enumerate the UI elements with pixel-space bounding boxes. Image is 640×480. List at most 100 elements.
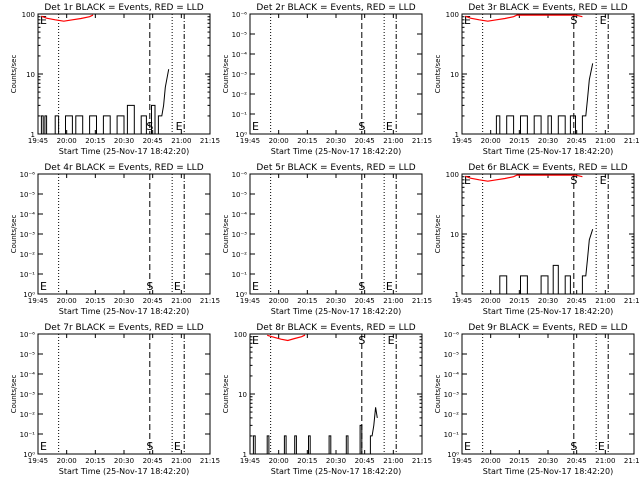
x-tick-label: 21:00: [171, 137, 191, 145]
x-tick-label: 21:00: [171, 297, 191, 305]
y-tick-label: 10⁰: [23, 451, 35, 459]
x-tick-label: 21:15: [412, 137, 432, 145]
edge-marker: E: [464, 174, 471, 187]
x-tick-label: 19:45: [452, 297, 472, 305]
x-tick-label: 20:15: [509, 297, 529, 305]
y-tick-label: 10: [238, 391, 247, 399]
y-axis-label: Counts/sec: [222, 215, 230, 254]
panel-det-3r: Det 3r BLACK = Events, RED = LLD Counts/s…: [434, 3, 640, 156]
edge-marker: E: [40, 280, 47, 293]
x-tick-label: 21:00: [383, 297, 403, 305]
panel-title: Det 4r BLACK = Events, RED = LLD: [44, 163, 203, 173]
marker-e: E: [600, 174, 607, 187]
x-tick-label: 20:15: [297, 457, 317, 465]
x-tick-label: 20:00: [481, 137, 501, 145]
x-axis-label: Start Time (25-Nov-17 18:42:20): [59, 467, 189, 476]
y-tick-label: 10⁻⁴: [444, 371, 460, 379]
y-tick-label: 10: [26, 71, 35, 79]
y-tick-label: 100: [446, 11, 459, 19]
x-axis-label: Start Time (25-Nov-17 18:42:20): [483, 467, 613, 476]
x-tick-label: 19:45: [240, 457, 260, 465]
marker-e: E: [600, 14, 607, 27]
x-tick-label: 20:00: [481, 297, 501, 305]
y-axis-label: Counts/sec: [10, 215, 18, 254]
y-tick-label: 10⁻³: [232, 71, 248, 79]
y-tick-label: 10⁰: [235, 291, 247, 299]
x-tick-label: 20:00: [481, 457, 501, 465]
x-tick-label: 21:15: [200, 457, 220, 465]
x-tick-label: 20:15: [509, 457, 529, 465]
y-tick-label: 1: [31, 131, 35, 139]
x-tick-label: 20:30: [326, 457, 346, 465]
x-tick-label: 21:00: [383, 137, 403, 145]
y-tick-label: 10⁻²: [232, 251, 248, 259]
x-tick-label: 19:45: [452, 137, 472, 145]
x-tick-label: 20:00: [57, 297, 77, 305]
x-tick-label: 21:00: [171, 457, 191, 465]
lld-series-line: [41, 14, 94, 22]
marker-e: E: [598, 440, 605, 453]
y-tick-label: 10⁻²: [232, 91, 248, 99]
edge-marker: E: [464, 14, 471, 27]
y-axis-label: Counts/sec: [10, 375, 18, 414]
x-tick-label: 20:45: [355, 457, 375, 465]
y-tick-label: 10⁻⁴: [20, 371, 36, 379]
y-axis-label: Counts/sec: [434, 215, 442, 254]
y-tick-label: 10⁻⁵: [20, 191, 36, 199]
y-tick-label: 100: [234, 331, 247, 339]
y-tick-label: 10⁻²: [444, 411, 460, 419]
events-series-line: [495, 63, 594, 135]
panel-det-5r: Det 5r BLACK = Events, RED = LLD Counts/s…: [222, 163, 432, 316]
x-tick-label: 19:45: [28, 137, 48, 145]
y-tick-label: 10⁰: [235, 131, 247, 139]
x-tick-label: 20:30: [326, 137, 346, 145]
marker-s: S: [358, 120, 365, 133]
y-tick-label: 10: [450, 231, 459, 239]
y-tick-label: 10⁻⁶: [20, 171, 36, 179]
marker-e: E: [174, 280, 181, 293]
edge-marker: E: [464, 440, 471, 453]
y-tick-label: 10⁻⁶: [20, 331, 36, 339]
x-tick-label: 20:30: [538, 137, 558, 145]
panel-title: Det 9r BLACK = Events, RED = LLD: [468, 323, 627, 333]
x-tick-label: 19:45: [28, 457, 48, 465]
y-tick-label: 10⁻⁵: [20, 351, 36, 359]
marker-e: E: [174, 440, 181, 453]
x-tick-label: 21:00: [595, 297, 615, 305]
x-tick-label: 20:15: [85, 137, 105, 145]
panel-det-4r: Det 4r BLACK = Events, RED = LLD Counts/s…: [10, 163, 220, 316]
x-tick-label: 20:30: [114, 457, 134, 465]
marker-s: S: [570, 440, 577, 453]
panel-title: Det 6r BLACK = Events, RED = LLD: [468, 163, 627, 173]
x-tick-label: 19:45: [452, 457, 472, 465]
panel-title: Det 7r BLACK = Events, RED = LLD: [44, 323, 203, 333]
events-series-line: [499, 229, 594, 295]
x-axis-label: Start Time (25-Nov-17 18:42:20): [59, 147, 189, 156]
x-axis-label: Start Time (25-Nov-17 18:42:20): [483, 147, 613, 156]
marker-e: E: [388, 334, 395, 347]
lld-series-line: [465, 14, 583, 22]
y-tick-label: 10⁻⁴: [232, 51, 248, 59]
x-tick-label: 21:00: [383, 457, 403, 465]
x-axis-label: Start Time (25-Nov-17 18:42:20): [483, 307, 613, 316]
x-tick-label: 20:30: [538, 297, 558, 305]
y-tick-label: 10: [450, 71, 459, 79]
marker-s: S: [358, 280, 365, 293]
y-tick-label: 10⁻⁶: [444, 331, 460, 339]
x-tick-label: 20:30: [538, 457, 558, 465]
panel-title: Det 5r BLACK = Events, RED = LLD: [256, 163, 415, 173]
y-tick-label: 10⁻³: [232, 231, 248, 239]
y-axis-label: Counts/sec: [434, 375, 442, 414]
x-tick-label: 20:30: [114, 297, 134, 305]
x-tick-label: 19:45: [240, 297, 260, 305]
x-tick-label: 20:45: [567, 297, 587, 305]
x-tick-label: 20:00: [57, 137, 77, 145]
x-tick-label: 20:15: [297, 137, 317, 145]
x-tick-label: 21:00: [595, 457, 615, 465]
x-axis-label: Start Time (25-Nov-17 18:42:20): [271, 307, 401, 316]
x-tick-label: 21:15: [412, 297, 432, 305]
edge-marker: E: [252, 334, 259, 347]
y-tick-label: 10⁻²: [20, 411, 36, 419]
marker-s: S: [146, 440, 153, 453]
